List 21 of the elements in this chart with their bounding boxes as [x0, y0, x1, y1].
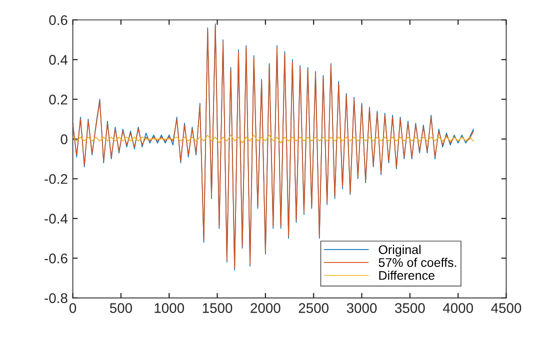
x-tick-label: 1000 [154, 303, 184, 313]
x-tick-label: 4000 [442, 303, 473, 313]
x-tick-label: 3000 [346, 303, 377, 313]
y-tick-label: 0.4 [49, 54, 68, 65]
y-tick-label: -0.6 [44, 254, 68, 264]
x-tick-label: 0 [69, 303, 76, 313]
x-tick-label: 2000 [250, 303, 280, 313]
x-tick-label: 4500 [491, 303, 522, 313]
legend-label: 57% of coeffs. [378, 258, 456, 267]
x-tick-label: 500 [110, 303, 132, 313]
legend-label: Original [378, 244, 420, 257]
x-tick-label: 1500 [202, 303, 232, 313]
y-tick-label: -0.8 [44, 293, 68, 304]
y-tick-label: -0.2 [44, 174, 68, 184]
y-tick-label: 0.2 [49, 94, 68, 104]
y-tick-label: -0.4 [44, 214, 68, 224]
y-tick-label: 0.6 [49, 15, 68, 26]
x-tick-label: 2500 [298, 303, 329, 313]
x-tick-label: 3500 [395, 303, 425, 313]
y-tick-label: 0 [60, 134, 68, 144]
legend-label: Difference [379, 270, 434, 280]
